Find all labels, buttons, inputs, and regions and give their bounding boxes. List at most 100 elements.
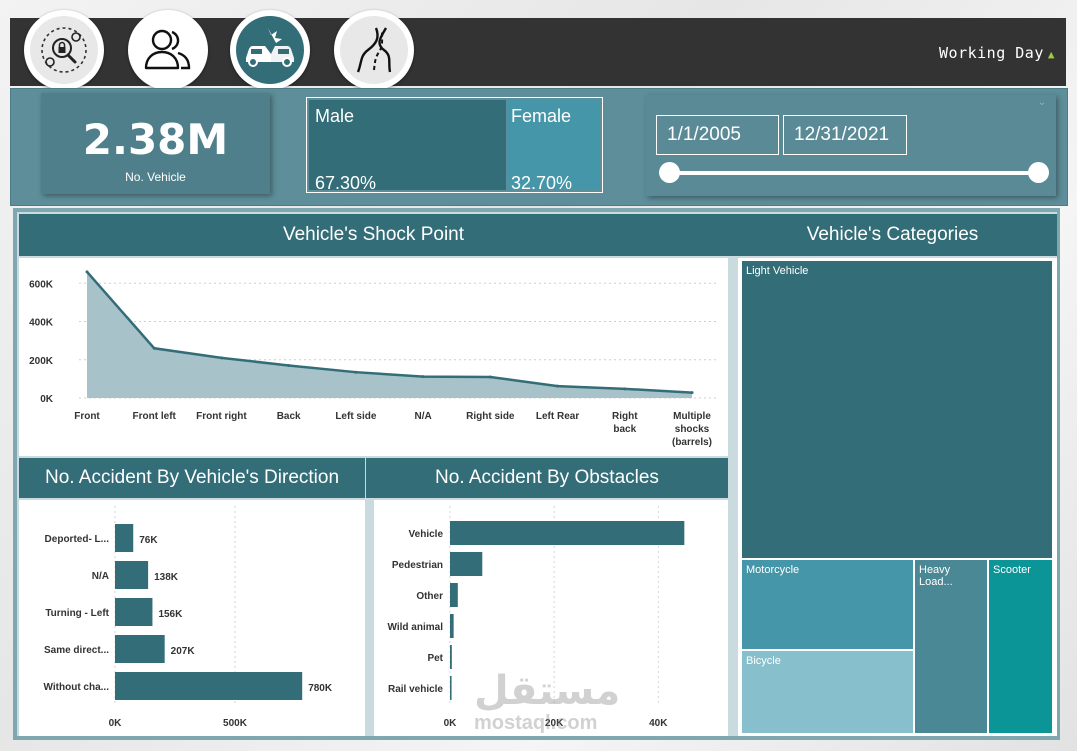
male-label: Male (315, 106, 355, 126)
slider-end-handle[interactable] (1028, 162, 1049, 183)
obstacles-chart: Vehicle Pedestrian Other Wild animal Pet Rail… (374, 500, 728, 736)
shock-area-chart: 0K 200K 400K 600K Front Front left Front right… (29, 270, 719, 448)
data-point (85, 270, 89, 274)
slider-track (668, 171, 1038, 175)
working-day-label: Working Day (939, 44, 1044, 62)
category-label: Turning - Left (45, 608, 109, 619)
shock-chart: 0K 200K 400K 600K Front Front left Front right… (19, 258, 728, 456)
data-point (421, 375, 425, 379)
nav-users-button[interactable] (128, 10, 208, 90)
direction-bar (115, 672, 303, 700)
direction-bar-chart: Deported- L... 76K N/A 138K Turning - Left 15… (44, 506, 333, 729)
treemap-motorcycle[interactable]: Motorcycle (741, 559, 914, 650)
categories-chart-title: Vehicle's Categories (728, 214, 1057, 256)
obstacle-bar (450, 645, 452, 669)
category-label: Pedestrian (392, 560, 443, 571)
working-day-filter[interactable]: Working Day ▲ (939, 44, 1055, 62)
category-label: Without cha... (44, 682, 110, 693)
treemap-scooter[interactable]: Scooter (988, 559, 1053, 734)
y-tick-label: 200K (29, 356, 54, 367)
x-tick-label: Front left (133, 411, 177, 422)
x-tick-label: 20K (545, 718, 564, 729)
category-label: Same direct... (44, 645, 109, 656)
vehicle-count-card: 2.38M No. Vehicle (41, 93, 270, 194)
x-tick-label: N/A (414, 411, 431, 422)
treemap-label: Bicycle (746, 655, 781, 667)
direction-chart: Deported- L... 76K N/A 138K Turning - Left 15… (19, 500, 365, 736)
treemap-bicycle[interactable]: Bicycle (741, 650, 914, 734)
x-tick-label: Front (74, 411, 100, 422)
obstacle-bar (450, 614, 454, 638)
slider-start-handle[interactable] (659, 162, 680, 183)
road-icon (340, 16, 408, 84)
shock-chart-title: Vehicle's Shock Point (19, 214, 728, 256)
treemap-heavy-load[interactable]: Heavy Load... (914, 559, 988, 734)
users-icon (134, 16, 202, 84)
data-point (354, 370, 358, 374)
nav-security-button[interactable] (24, 10, 104, 90)
x-tick-label: Right back (612, 411, 638, 435)
y-tick-label: 400K (29, 318, 54, 329)
treemap-light-vehicle[interactable]: Light Vehicle (741, 260, 1053, 559)
direction-bar (115, 598, 153, 626)
obstacle-bar (450, 583, 458, 607)
direction-bar (115, 561, 149, 589)
data-label: 156K (158, 609, 183, 620)
car-crash-icon (236, 16, 304, 84)
x-tick-label: Right side (466, 411, 515, 422)
watermark-arabic: مستقل (474, 668, 621, 714)
male-value: 67.30% (315, 173, 377, 193)
end-date-input[interactable]: 12/31/2021 (783, 115, 907, 155)
data-point (152, 346, 156, 350)
x-tick-label: 500K (223, 718, 248, 729)
obstacle-bar (450, 552, 483, 576)
data-point (556, 384, 560, 388)
direction-chart-title: No. Accident By Vehicle's Direction (19, 458, 365, 498)
x-tick-label: 0K (109, 718, 123, 729)
obstacles-bar-chart: Vehicle Pedestrian Other Wild animal Pet Rail… (388, 506, 685, 729)
data-label: 780K (308, 683, 333, 694)
data-label: 138K (154, 572, 179, 583)
data-point (690, 391, 694, 395)
y-tick-label: 600K (29, 279, 54, 290)
treemap-label: Light Vehicle (746, 265, 809, 277)
start-date-input[interactable]: 1/1/2005 (656, 115, 779, 155)
female-value: 32.70% (511, 173, 573, 193)
x-tick-label: 0K (444, 718, 458, 729)
nav-road-button[interactable] (334, 10, 414, 90)
obstacle-bar (450, 676, 452, 700)
x-tick-label: Front right (196, 411, 247, 422)
vehicle-count-label: No. Vehicle (125, 170, 186, 184)
vehicle-count-value: 2.38M (82, 115, 229, 164)
obstacle-bar (450, 521, 685, 545)
watermark-latin: mostaql.com (474, 712, 598, 734)
shock-line (86, 270, 693, 394)
female-label: Female (511, 106, 572, 126)
direction-bar (115, 635, 165, 663)
category-label: Wild animal (388, 622, 444, 633)
category-label: Pet (427, 653, 443, 664)
female-cell[interactable]: Female 32.70% (507, 100, 600, 193)
gender-card: Male 67.30% Female 32.70% (306, 97, 603, 193)
data-label: 207K (171, 646, 196, 657)
categories-treemap: Light Vehicle Motorcycle Bicycle Heavy L… (738, 258, 1057, 736)
data-point (488, 375, 492, 379)
x-tick-label: 40K (649, 718, 668, 729)
treemap-label: Heavy Load... (919, 564, 953, 588)
chevron-down-icon[interactable]: ⌄ (1037, 97, 1046, 108)
obstacles-chart-title: No. Accident By Obstacles (366, 458, 728, 498)
treemap-label: Motorcycle (746, 564, 800, 576)
security-search-icon (30, 16, 98, 84)
nav-crash-button[interactable] (230, 10, 310, 90)
x-tick-label: Left Rear (536, 411, 579, 422)
y-tick-label: 0K (40, 394, 54, 405)
category-label: N/A (92, 571, 109, 582)
filter-triangle-icon: ▲ (1047, 48, 1055, 61)
category-label: Deported- L... (45, 534, 110, 545)
male-cell[interactable]: Male 67.30% (309, 100, 506, 193)
data-point (287, 364, 291, 367)
direction-bar (115, 524, 134, 552)
treemap-label: Scooter (993, 564, 1031, 576)
category-label: Rail vehicle (388, 684, 443, 695)
shock-area (87, 271, 692, 398)
